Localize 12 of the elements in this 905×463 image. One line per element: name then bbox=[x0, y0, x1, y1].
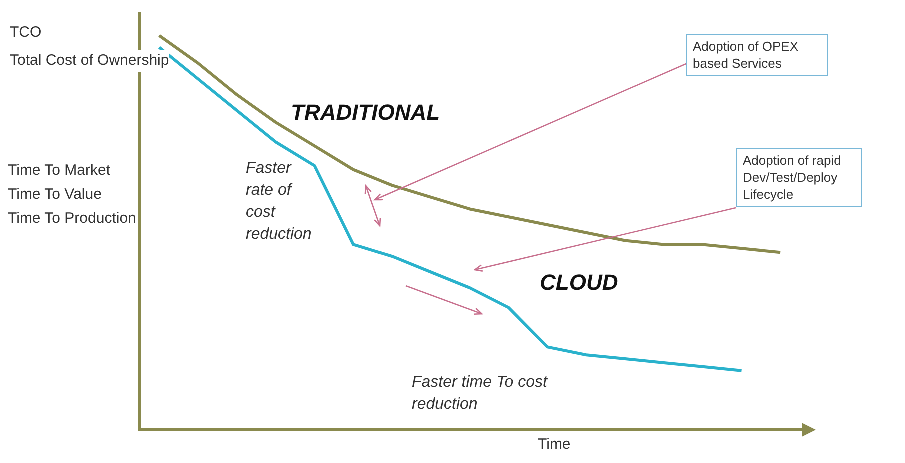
text: TCO bbox=[10, 22, 42, 44]
x-axis-title: Time bbox=[538, 436, 571, 453]
annotation: Adoption of OPEX based Services bbox=[686, 34, 828, 76]
annotation: Faster rate of cost reduction bbox=[246, 159, 312, 245]
annotation: Total Cost of Ownership bbox=[10, 50, 170, 72]
text: Time To Market bbox=[8, 160, 111, 182]
text: Time To Production bbox=[8, 208, 136, 230]
annotation: Adoption of rapid Dev/Test/Deploy Lifecycle bbox=[736, 148, 862, 207]
series-label: TRADITIONAL bbox=[291, 100, 440, 126]
text: Time To Value bbox=[8, 184, 102, 206]
annotation: Faster time To cost reduction bbox=[412, 373, 549, 415]
series-label: CLOUD bbox=[540, 270, 618, 296]
